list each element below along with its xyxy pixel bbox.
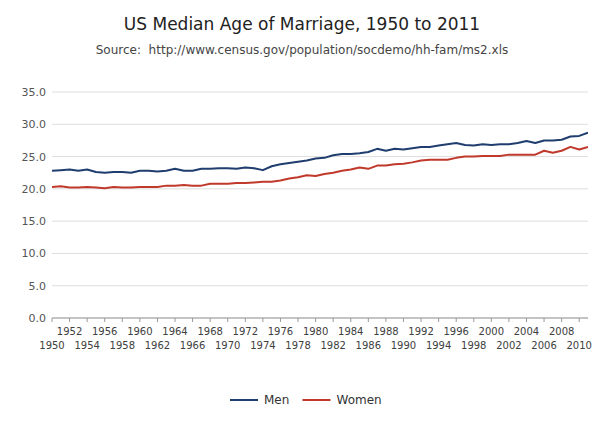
x-tick-label: 1956 <box>92 326 117 337</box>
x-tick-label: 1962 <box>145 340 170 351</box>
y-tick-label: 15.0 <box>22 215 47 228</box>
x-tick <box>403 318 404 322</box>
grid-line <box>52 156 588 157</box>
x-tick <box>491 318 492 322</box>
x-tick <box>315 318 316 322</box>
x-tick <box>87 318 88 322</box>
legend-swatch <box>303 399 331 401</box>
chart: US Median Age of Marriage, 1950 to 2011 S… <box>0 0 604 437</box>
x-tick-label: 1984 <box>338 326 363 337</box>
y-tick-label: 30.0 <box>22 118 47 131</box>
legend-label: Men <box>264 393 289 407</box>
x-tick-label: 1986 <box>356 340 381 351</box>
x-tick-label: 2006 <box>531 340 556 351</box>
x-tick <box>192 318 193 322</box>
x-tick-label: 2000 <box>479 326 504 337</box>
y-tick-label: 10.0 <box>22 247 47 260</box>
x-tick-label: 1960 <box>127 326 152 337</box>
line <box>52 133 588 173</box>
x-tick-label: 1994 <box>426 340 451 351</box>
x-axis: 1950 1952 1954 1956 1958 1960 1962 1964 1966 1968… <box>39 318 592 351</box>
background <box>0 0 604 437</box>
x-tick-label: 2002 <box>496 340 521 351</box>
x-axis-line <box>52 318 588 319</box>
x-tick <box>350 318 351 322</box>
legend-swatch <box>230 399 258 401</box>
y-tick-label: 25.0 <box>22 151 47 164</box>
x-tick-label: 1980 <box>303 326 328 337</box>
x-tick <box>508 318 509 322</box>
x-tick-label: 1964 <box>162 326 187 337</box>
grid-line <box>52 318 588 319</box>
x-tick-label: 1968 <box>197 326 222 337</box>
line <box>52 147 588 188</box>
grid-line <box>52 188 588 189</box>
subtitle: Source: http://www.census.gov/population… <box>96 43 509 57</box>
x-tick <box>526 318 527 322</box>
x-tick-label: 1978 <box>285 340 310 351</box>
y-tick-label: 20.0 <box>22 183 47 196</box>
x-tick-label: 1982 <box>320 340 345 351</box>
x-tick <box>579 318 580 322</box>
x-tick-label: 2004 <box>514 326 539 337</box>
x-tick-label: 1950 <box>39 340 64 351</box>
x-tick <box>280 318 281 322</box>
x-tick <box>368 318 369 322</box>
x-tick-label: 1998 <box>461 340 486 351</box>
x-tick <box>104 318 105 322</box>
x-tick-label: 1954 <box>74 340 99 351</box>
x-tick <box>544 318 545 322</box>
plot-area <box>52 133 588 189</box>
y-axis: 0.0 5.0 10.0 15.0 20.0 25.0 30.0 35.0 <box>22 86 589 325</box>
x-tick-label: 2010 <box>566 340 591 351</box>
x-tick <box>421 318 422 322</box>
y-tick-label: 5.0 <box>29 280 47 293</box>
x-tick <box>561 318 562 322</box>
x-tick <box>139 318 140 322</box>
x-tick-label: 1990 <box>391 340 416 351</box>
x-tick <box>298 318 299 322</box>
x-tick-label: 1958 <box>110 340 135 351</box>
x-tick <box>385 318 386 322</box>
x-tick <box>157 318 158 322</box>
x-tick <box>456 318 457 322</box>
x-tick <box>262 318 263 322</box>
x-tick-label: 1976 <box>268 326 293 337</box>
x-tick-label: 1992 <box>408 326 433 337</box>
x-tick-label: 1974 <box>250 340 275 351</box>
x-tick <box>227 318 228 322</box>
x-tick-label: 1966 <box>180 340 205 351</box>
title: US Median Age of Marriage, 1950 to 2011 <box>124 14 480 34</box>
legend: Men Women <box>230 393 382 407</box>
x-tick-label: 1988 <box>373 326 398 337</box>
grid-line <box>52 124 588 125</box>
legend-label: Women <box>337 393 382 407</box>
x-tick <box>210 318 211 322</box>
x-tick-label: 2008 <box>549 326 574 337</box>
x-tick <box>333 318 334 322</box>
x-tick-label: 1970 <box>215 340 240 351</box>
grid-line <box>52 253 588 254</box>
y-tick-label: 0.0 <box>29 312 47 325</box>
grid-line <box>52 221 588 222</box>
x-tick <box>175 318 176 322</box>
x-tick-label: 1996 <box>443 326 468 337</box>
y-tick-label: 35.0 <box>22 86 47 99</box>
grid-line <box>52 285 588 286</box>
x-tick <box>473 318 474 322</box>
x-tick <box>438 318 439 322</box>
chart-container: US Median Age of Marriage, 1950 to 2011 S… <box>0 0 604 437</box>
x-tick <box>245 318 246 322</box>
grid-line <box>52 92 588 93</box>
x-tick <box>69 318 70 322</box>
x-tick-label: 1952 <box>57 326 82 337</box>
x-tick-label: 1972 <box>233 326 258 337</box>
x-tick <box>52 318 53 322</box>
x-tick <box>122 318 123 322</box>
